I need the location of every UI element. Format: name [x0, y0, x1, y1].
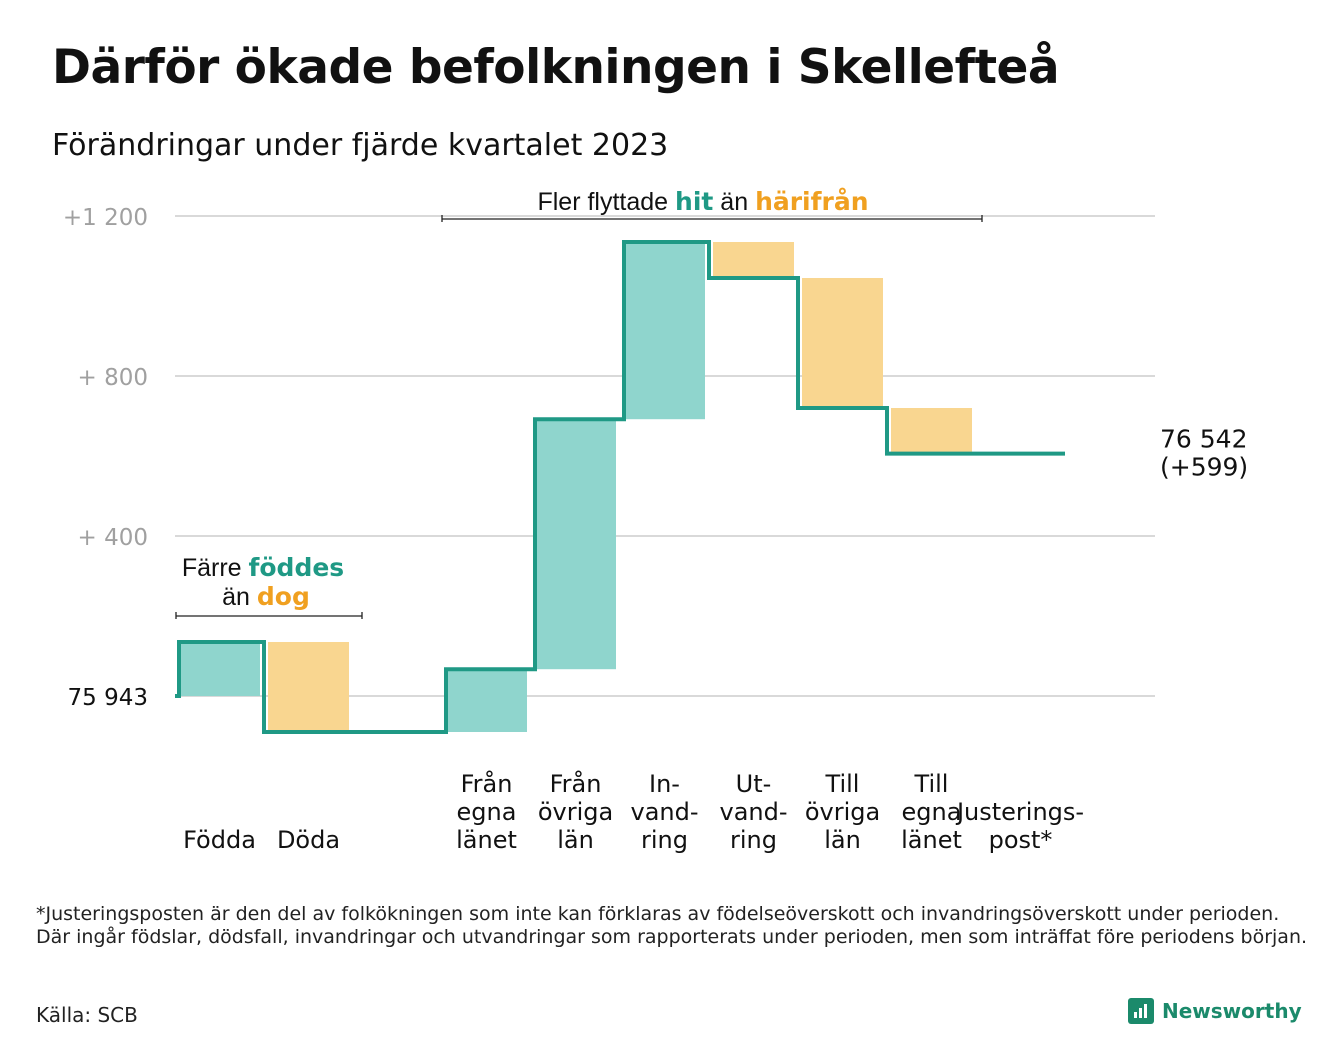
- y-tick-label: 75 943: [68, 685, 148, 711]
- bar: [891, 408, 972, 454]
- category-label: egna: [457, 798, 517, 826]
- category-label: Till: [825, 770, 860, 798]
- end-change-label: (+599): [1160, 453, 1248, 482]
- category-label: Till: [914, 770, 949, 798]
- category-label: ring: [641, 826, 688, 854]
- category-label: post*: [989, 826, 1053, 854]
- category-label: vand-: [630, 798, 698, 826]
- category-label: Från: [461, 769, 513, 798]
- waterfall-chart: 75 943+ 400+ 800+1 200 Födda DödaFrånegna…: [63, 187, 1248, 854]
- category-label: Ut-: [736, 770, 772, 798]
- y-tick-label: + 800: [78, 365, 148, 391]
- source-note: Källa: SCB: [36, 1003, 138, 1027]
- brand-name: Newsworthy: [1162, 999, 1302, 1023]
- bar: [268, 642, 349, 732]
- footnote: *Justeringsposten är den del av folkökni…: [36, 903, 1308, 948]
- category-label: Födda: [183, 826, 256, 854]
- category-label: övriga: [805, 798, 880, 826]
- brand-logo: Newsworthy: [1128, 998, 1302, 1024]
- category-label: Döda: [277, 826, 340, 854]
- bar: [446, 669, 527, 732]
- y-tick-label: + 400: [78, 525, 148, 551]
- category-label: länet: [901, 826, 962, 854]
- category-label: egna: [902, 798, 962, 826]
- category-label: län: [824, 826, 861, 854]
- annotation-births-bracket: [175, 612, 363, 619]
- chart-subtitle: Förändringar under fjärde kvartalet 2023: [52, 128, 669, 163]
- category-label: övriga: [538, 798, 613, 826]
- bar: [713, 242, 794, 278]
- cumulative-step-line: [175, 240, 1065, 734]
- y-tick-label: +1 200: [63, 205, 148, 231]
- end-value-label: 76 542: [1160, 425, 1247, 454]
- category-label: Från: [550, 769, 602, 798]
- category-label: In-: [649, 770, 680, 798]
- category-label: Justerings-: [955, 798, 1084, 826]
- bar: [535, 419, 616, 670]
- bar: [624, 242, 705, 420]
- newsworthy-logo-icon: [1128, 998, 1154, 1024]
- category-label: vand-: [719, 798, 787, 826]
- category-label: länet: [456, 826, 517, 854]
- bar: [179, 642, 260, 696]
- chart-title: Därför ökade befolkningen i Skellefteå: [52, 40, 1060, 95]
- category-label: län: [557, 826, 594, 854]
- annotation-births-line1: Färre föddes: [182, 553, 344, 582]
- bar: [802, 278, 883, 408]
- category-label: ring: [730, 826, 777, 854]
- annotation-births-line2: än dog: [222, 582, 310, 611]
- annotation-migration: Fler flyttade hit än härifrån: [537, 187, 868, 216]
- annotation-migration-bracket: [441, 215, 983, 222]
